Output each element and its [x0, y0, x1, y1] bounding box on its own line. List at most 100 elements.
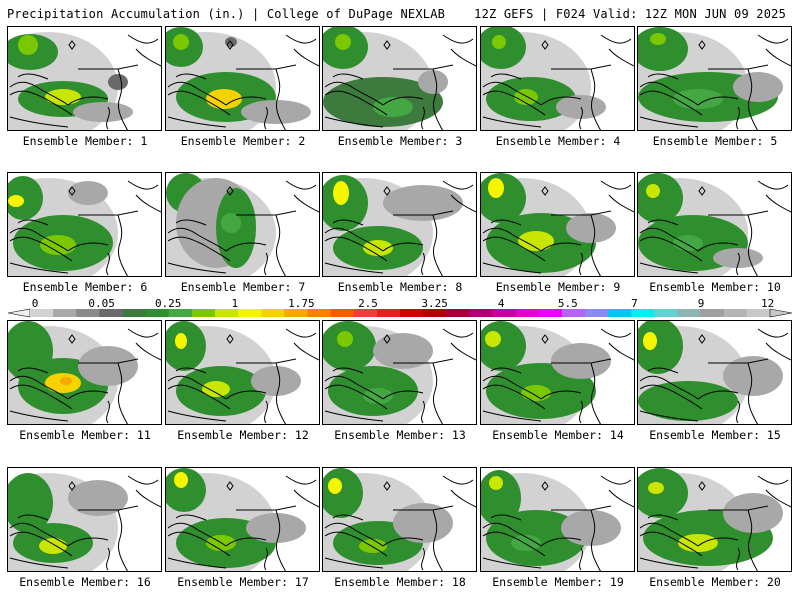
boundary-line [482, 116, 542, 128]
ensemble-map-panel [480, 26, 635, 131]
boundary-line [540, 537, 582, 547]
lake-marker [68, 334, 76, 344]
ensemble-member-label: Ensemble Member: 17 [177, 575, 309, 589]
precip-map [166, 468, 319, 571]
boundary-line [106, 106, 110, 130]
boundary-line [639, 81, 699, 106]
boundary-line [590, 214, 602, 276]
precip-contour [73, 102, 133, 122]
precip-contour [108, 74, 128, 90]
colorbar-tick-label: 3.25 [421, 297, 448, 310]
boundary-line [285, 475, 317, 485]
boundary-line [540, 390, 582, 400]
precip-map [166, 321, 319, 424]
boundary-line [67, 242, 109, 252]
colorbar-swatch [330, 309, 355, 317]
colorbar-swatch [446, 309, 470, 317]
colorbar-swatch [168, 309, 193, 317]
boundary-line [275, 509, 287, 571]
lake-marker [383, 334, 391, 344]
lake-marker [541, 40, 549, 50]
boundary-line [67, 390, 109, 400]
boundary-line [382, 96, 424, 106]
precip-contour [511, 535, 541, 551]
boundary-line [9, 375, 69, 400]
lake-marker [383, 186, 391, 196]
boundary-line [482, 557, 542, 569]
boundary-line [225, 537, 267, 547]
boundary-line [135, 489, 161, 508]
boundary-line [106, 400, 110, 424]
lake-marker [226, 481, 234, 491]
boundary-line [264, 400, 268, 424]
colorbar-swatch [700, 309, 725, 317]
precip-contour [166, 321, 206, 371]
colorbar-swatch [746, 309, 771, 317]
boundary-line [482, 522, 542, 547]
boundary-line [482, 375, 542, 400]
colorbar-swatch [376, 309, 401, 317]
ensemble-member-label: Ensemble Member: 18 [334, 575, 466, 589]
boundary-line [482, 236, 546, 262]
boundary-line [482, 384, 546, 410]
boundary-line [135, 194, 161, 213]
precip-contour [648, 482, 664, 494]
boundary-line [9, 81, 69, 106]
precip-contour [492, 35, 506, 49]
boundary-line [117, 68, 129, 130]
boundary-line [639, 531, 703, 557]
ensemble-map-panel [165, 26, 320, 131]
boundary-line [167, 522, 227, 547]
precip-contour [561, 510, 621, 546]
ensemble-map-panel [7, 172, 162, 277]
boundary-line [608, 342, 634, 361]
boundary-line [293, 48, 319, 67]
boundary-line [293, 342, 319, 361]
boundary-line [639, 90, 703, 116]
ensemble-member-label: Ensemble Member: 14 [492, 428, 624, 442]
boundary-line [175, 514, 207, 521]
boundary-line [540, 96, 582, 106]
precip-map [638, 173, 791, 276]
precip-contour [646, 184, 660, 198]
precip-contour [489, 476, 503, 490]
boundary-line [765, 342, 791, 361]
boundary-line [765, 489, 791, 508]
precip-contour [175, 333, 187, 349]
boundary-line [600, 475, 632, 485]
boundary-line [175, 367, 207, 374]
boundary-line [293, 489, 319, 508]
boundary-line [324, 384, 388, 410]
precip-contour [206, 89, 242, 109]
ensemble-member-label: Ensemble Member: 6 [22, 280, 148, 294]
precip-contour [733, 72, 783, 102]
precip-map [481, 173, 634, 276]
colorbar-swatch [191, 309, 216, 317]
boundary-line [639, 227, 699, 252]
ensemble-map-panel [322, 26, 477, 131]
boundary-line [324, 227, 384, 252]
model-run-info: 12Z GEFS | F024 Valid: 12Z MON JUN 09 20… [474, 7, 786, 21]
boundary-line [697, 390, 739, 400]
precip-contour [173, 34, 189, 50]
boundary-line [450, 342, 476, 361]
boundary-line [332, 514, 364, 521]
boundary-line [9, 236, 73, 262]
colorbar-tick-label: 9 [697, 297, 705, 310]
colorbar-swatch [76, 309, 100, 317]
boundary-line [647, 73, 679, 80]
boundary-line [421, 400, 425, 424]
boundary-line [747, 362, 759, 424]
precip-contour [673, 89, 723, 109]
precip-contour [485, 331, 501, 347]
ensemble-member-label: Ensemble Member: 20 [649, 575, 781, 589]
boundary-line [17, 219, 49, 226]
colorbar-swatch [30, 309, 54, 317]
boundary-line [736, 400, 740, 424]
boundary-line [264, 252, 268, 276]
precip-contour [8, 195, 24, 207]
precip-map [481, 321, 634, 424]
ensemble-map-panel [322, 467, 477, 572]
boundary-line [167, 227, 227, 252]
boundary-line [275, 214, 287, 276]
